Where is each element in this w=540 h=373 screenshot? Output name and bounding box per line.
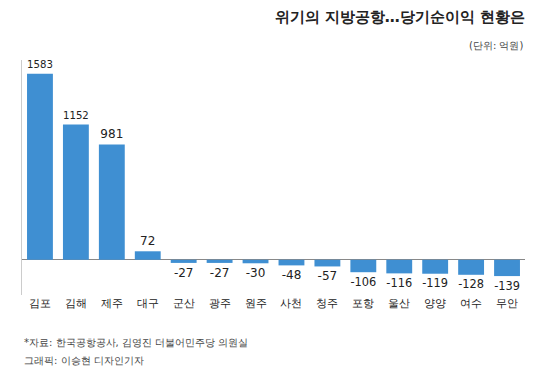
svg-text:무안: 무안 xyxy=(496,297,518,310)
svg-text:*자료: 한국공항공사, 김영진 더불어민주당 의원실: *자료: 한국공항공사, 김영진 더불어민주당 의원실 xyxy=(24,337,248,348)
svg-text:-139: -139 xyxy=(494,279,520,293)
svg-text:청주: 청주 xyxy=(316,297,338,310)
svg-text:제주: 제주 xyxy=(101,297,123,310)
svg-text:-106: -106 xyxy=(350,275,376,289)
svg-text:-30: -30 xyxy=(246,266,266,280)
svg-text:대구: 대구 xyxy=(137,297,159,310)
svg-text:1583: 1583 xyxy=(27,59,53,70)
svg-text:위기의 지방공항…당기순이익 현황은: 위기의 지방공항…당기순이익 현황은 xyxy=(275,8,525,26)
svg-text:-116: -116 xyxy=(386,276,412,290)
svg-text:1152: 1152 xyxy=(63,110,89,121)
svg-text:-57: -57 xyxy=(318,269,338,283)
svg-text:-119: -119 xyxy=(422,276,448,290)
svg-text:-27: -27 xyxy=(174,266,194,280)
svg-text:그래픽: 이승현 디자인기자: 그래픽: 이승현 디자인기자 xyxy=(24,355,144,366)
svg-text:김포: 김포 xyxy=(29,297,51,310)
svg-text:김해: 김해 xyxy=(65,297,87,310)
svg-text:-27: -27 xyxy=(210,266,230,280)
svg-text:(단위: 억원): (단위: 억원) xyxy=(469,40,523,51)
svg-text:울산: 울산 xyxy=(388,297,410,310)
svg-text:군산: 군산 xyxy=(173,297,195,310)
svg-text:981: 981 xyxy=(100,127,123,141)
svg-text:-48: -48 xyxy=(282,268,302,282)
svg-text:원주: 원주 xyxy=(245,297,267,310)
svg-text:포항: 포항 xyxy=(352,297,374,310)
svg-text:양양: 양양 xyxy=(424,297,446,310)
svg-text:광주: 광주 xyxy=(209,297,231,310)
svg-text:사천: 사천 xyxy=(280,297,302,310)
svg-text:여수: 여수 xyxy=(460,297,482,310)
svg-text:-128: -128 xyxy=(458,277,484,291)
svg-text:72: 72 xyxy=(140,234,155,248)
